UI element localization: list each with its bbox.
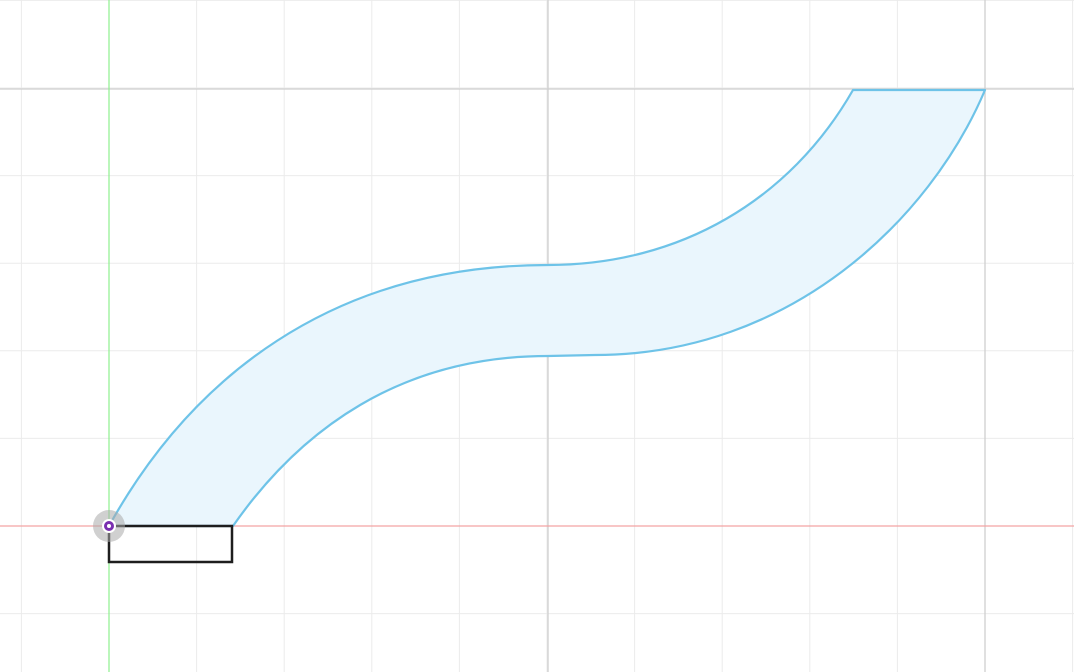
curved-profile-shape[interactable]	[107, 88, 987, 528]
sketch-rectangle[interactable]	[107, 524, 234, 564]
origin-point-icon[interactable]	[93, 510, 125, 542]
